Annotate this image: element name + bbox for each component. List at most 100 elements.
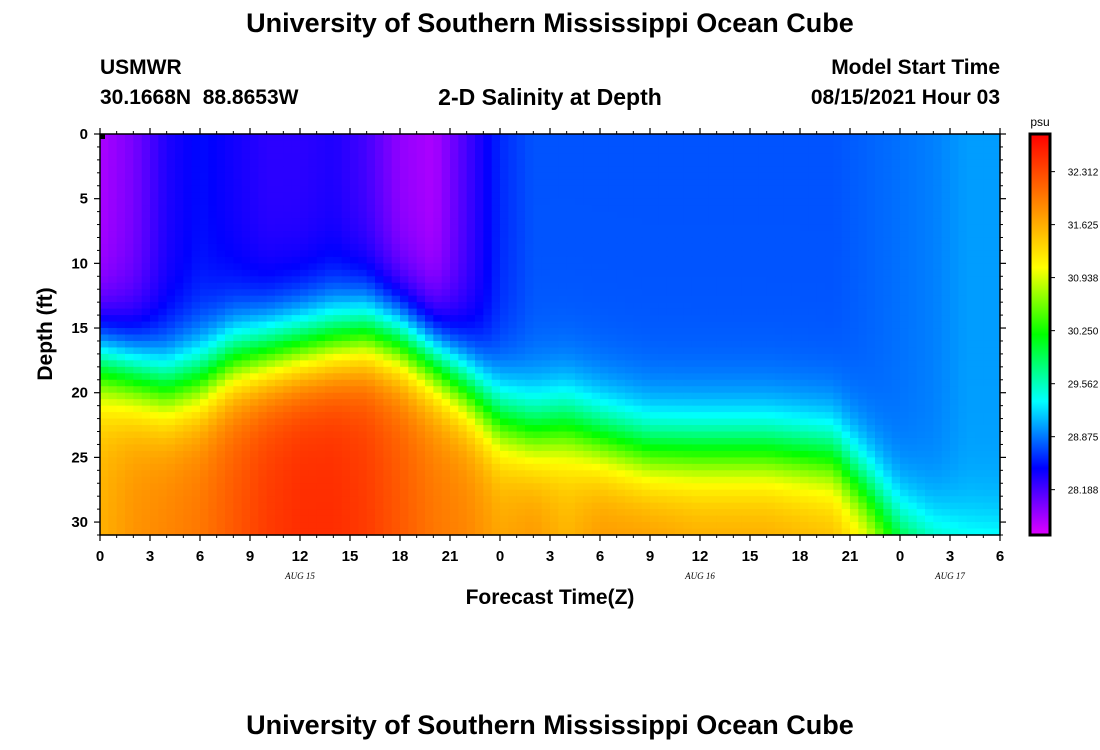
heatmap-cell xyxy=(516,166,526,174)
heatmap-cell xyxy=(766,166,776,174)
heatmap-cell xyxy=(425,146,434,155)
heatmap-cell xyxy=(400,282,409,290)
heatmap-cell xyxy=(625,166,634,174)
heatmap-cell xyxy=(858,159,868,167)
heatmap-cell xyxy=(550,347,559,355)
heatmap-cell xyxy=(241,399,251,407)
heatmap-cell xyxy=(291,256,301,264)
heatmap-cell xyxy=(791,340,801,349)
heatmap-cell xyxy=(125,360,134,368)
heatmap-cell xyxy=(850,373,859,381)
heatmap-cell xyxy=(791,392,801,400)
heatmap-cell xyxy=(783,295,793,303)
heatmap-cell xyxy=(700,418,709,426)
heatmap-cell xyxy=(391,386,401,394)
heatmap-cell xyxy=(800,263,809,271)
heatmap-cell xyxy=(816,334,826,342)
heatmap-cell xyxy=(533,425,543,433)
heatmap-cell xyxy=(458,192,468,200)
heatmap-cell xyxy=(600,328,609,336)
heatmap-cell xyxy=(466,308,476,316)
heatmap-cell xyxy=(358,166,368,174)
heatmap-cell xyxy=(583,347,593,355)
heatmap-cell xyxy=(766,231,776,239)
heatmap-cell xyxy=(366,289,376,297)
heatmap-cell xyxy=(858,412,868,420)
heatmap-cell xyxy=(166,250,176,258)
heatmap-cell xyxy=(333,224,343,232)
heatmap-cell xyxy=(891,153,901,161)
heatmap-cell xyxy=(258,231,268,239)
heatmap-cell xyxy=(783,263,793,271)
heatmap-cell xyxy=(708,237,718,245)
heatmap-cell xyxy=(200,425,209,433)
heatmap-cell xyxy=(366,412,376,420)
heatmap-cell xyxy=(616,159,626,167)
heatmap-cell xyxy=(300,237,309,245)
heatmap-cell xyxy=(458,146,468,155)
heatmap-cell xyxy=(666,166,676,174)
heatmap-cell xyxy=(641,379,651,387)
heatmap-cell xyxy=(541,405,551,413)
heatmap-cell xyxy=(208,418,218,426)
heatmap-cell xyxy=(675,185,684,193)
heatmap-cell xyxy=(158,328,168,336)
heatmap-cell xyxy=(808,334,818,342)
heatmap-cell xyxy=(425,347,434,355)
heatmap-cell xyxy=(825,166,834,174)
heatmap-cell xyxy=(133,134,143,142)
heatmap-cell xyxy=(666,185,676,193)
heatmap-cell xyxy=(858,347,868,355)
heatmap-cell xyxy=(491,198,501,206)
heatmap-cell xyxy=(716,399,726,407)
heatmap-cell xyxy=(375,386,384,394)
heatmap-cell xyxy=(475,276,484,284)
heatmap-cell xyxy=(675,360,684,368)
heatmap-cell xyxy=(541,302,551,310)
heatmap-cell xyxy=(758,373,768,381)
heatmap-cell xyxy=(741,386,751,394)
heatmap-cell xyxy=(666,399,676,407)
heatmap-cell xyxy=(541,315,551,323)
heatmap-cell xyxy=(766,134,776,142)
heatmap-cell xyxy=(566,353,576,361)
heatmap-cell xyxy=(858,205,868,213)
heatmap-cell xyxy=(591,205,601,213)
heatmap-cell xyxy=(783,308,793,316)
heatmap-cell xyxy=(833,256,843,264)
heatmap-cell xyxy=(941,140,951,148)
heatmap-cell xyxy=(175,282,184,290)
heatmap-cell xyxy=(375,295,384,303)
heatmap-cell xyxy=(925,276,934,284)
heatmap-cell xyxy=(800,205,809,213)
heatmap-cell xyxy=(691,405,701,413)
heatmap-cell xyxy=(833,425,843,433)
heatmap-cell xyxy=(691,159,701,167)
heatmap-cell xyxy=(608,392,618,400)
heatmap-cell xyxy=(483,172,493,180)
heatmap-cell xyxy=(191,353,201,361)
heatmap-cell xyxy=(458,269,468,277)
heatmap-cell xyxy=(858,166,868,174)
heatmap-cell xyxy=(933,237,943,245)
heatmap-cell xyxy=(483,295,493,303)
heatmap-cell xyxy=(741,276,751,284)
heatmap-cell xyxy=(275,269,284,277)
heatmap-cell xyxy=(300,192,309,200)
heatmap-cell xyxy=(175,205,184,213)
heatmap-cell xyxy=(466,412,476,420)
heatmap-cell xyxy=(925,146,934,155)
heatmap-cell xyxy=(691,211,701,219)
heatmap-cell xyxy=(825,392,834,400)
heatmap-cell xyxy=(750,334,759,342)
heatmap-cell xyxy=(216,315,226,323)
heatmap-cell xyxy=(650,198,659,206)
heatmap-cell xyxy=(608,353,618,361)
heatmap-cell xyxy=(350,153,359,161)
heatmap-cell xyxy=(200,405,209,413)
heatmap-cell xyxy=(633,405,643,413)
heatmap-cell xyxy=(333,185,343,193)
heatmap-cell xyxy=(808,172,818,180)
heatmap-cell xyxy=(941,263,951,271)
heatmap-cell xyxy=(966,263,976,271)
